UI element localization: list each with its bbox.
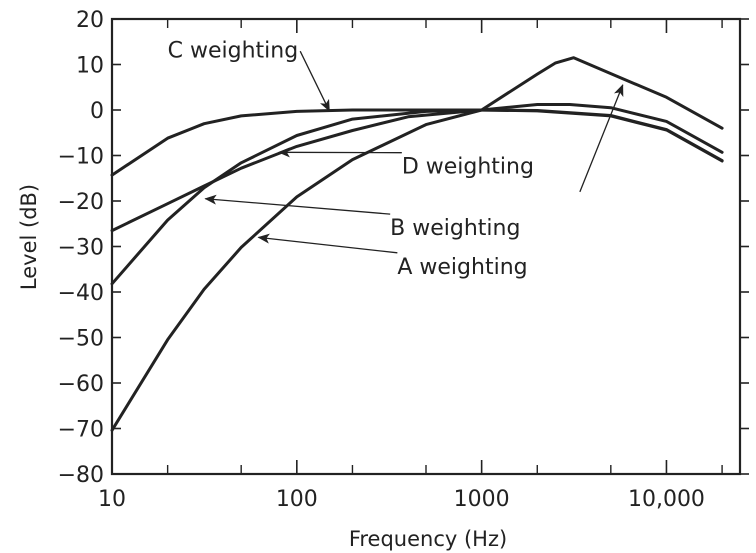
y-axis: 20 10 0 −10 −20 −30 −40 −50 −60 −70 −80 [58, 8, 749, 488]
y-tick-label: −80 [58, 463, 104, 488]
x-axis: 10 100 1000 10,000 [98, 19, 723, 512]
label-b-weighting: B weighting [390, 216, 520, 241]
y-tick-label: −10 [58, 145, 104, 170]
y-tick-label: −20 [58, 190, 104, 215]
y-axis-title: Level (dB) [17, 184, 41, 290]
arrow-a-weighting [257, 233, 398, 254]
x-tick-label: 10,000 [628, 487, 705, 512]
arrow-a-weighting [579, 84, 624, 193]
y-tick-label: −70 [58, 418, 104, 443]
y-tick-label: −30 [58, 236, 104, 261]
curve-a-weighting [110, 103, 724, 432]
arrow-c-weighting [299, 50, 330, 112]
x-tick-label: 100 [276, 487, 318, 512]
y-tick-label: 10 [76, 54, 104, 79]
series-annotations: C weighting D weighting B weighting A weigh… [168, 39, 624, 280]
curve-b-weighting [110, 108, 724, 286]
y-tick-label: −40 [58, 281, 104, 306]
label-d-weighting: D weighting [402, 155, 534, 180]
series-lines [110, 56, 724, 432]
curve-d-weighting [110, 56, 724, 233]
x-axis-title: Frequency (Hz) [349, 527, 507, 551]
arrow-b-weighting [204, 194, 391, 215]
label-a-weighting: A weighting [397, 255, 527, 280]
y-tick-label: −60 [58, 372, 104, 397]
x-tick-label: 10 [98, 487, 126, 512]
y-tick-label: 20 [76, 8, 104, 33]
y-tick-label: −50 [58, 327, 104, 352]
x-tick-label: 1000 [454, 487, 510, 512]
label-c-weighting: C weighting [168, 39, 299, 64]
y-tick-label: 0 [90, 99, 104, 124]
